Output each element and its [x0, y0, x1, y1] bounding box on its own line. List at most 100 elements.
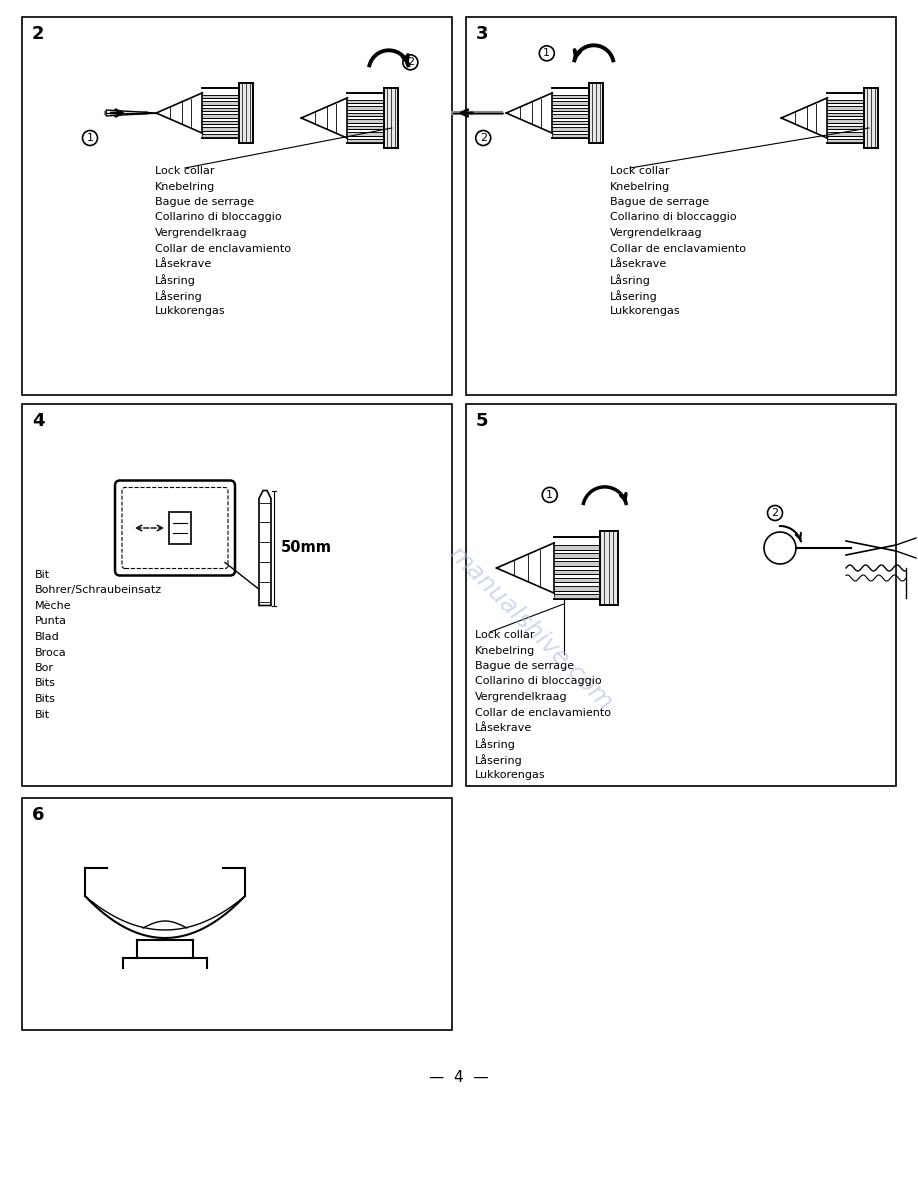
Bar — [239, 83, 253, 143]
Text: Bits: Bits — [35, 678, 56, 689]
Bar — [22, 17, 452, 394]
Text: Lukkorengas: Lukkorengas — [475, 770, 545, 779]
Text: Lock collar: Lock collar — [155, 166, 215, 176]
Bar — [202, 127, 239, 131]
Text: Låsring: Låsring — [155, 274, 196, 286]
Text: 3: 3 — [476, 25, 488, 43]
Bar — [22, 404, 452, 786]
Text: 1: 1 — [86, 133, 94, 143]
Bar — [202, 108, 239, 112]
Bar — [22, 798, 452, 1030]
Bar — [553, 134, 588, 138]
Text: Collarino di bloccaggio: Collarino di bloccaggio — [475, 676, 601, 687]
Bar — [169, 512, 191, 544]
Text: Bit: Bit — [35, 709, 50, 720]
Bar — [827, 113, 864, 116]
Text: 6: 6 — [32, 805, 44, 824]
Bar — [553, 101, 588, 105]
Text: Collarino di bloccaggio: Collarino di bloccaggio — [155, 213, 282, 222]
FancyBboxPatch shape — [115, 480, 235, 575]
Text: Lock collar: Lock collar — [610, 166, 669, 176]
Text: Knebelring: Knebelring — [475, 645, 535, 656]
Bar — [827, 100, 864, 103]
Text: Knebelring: Knebelring — [610, 182, 670, 191]
Text: Låsering: Låsering — [475, 754, 522, 766]
Text: 50mm: 50mm — [281, 541, 332, 556]
Bar — [599, 531, 618, 605]
Bar — [347, 126, 384, 129]
Bar — [347, 106, 384, 109]
Text: Knebelring: Knebelring — [155, 182, 215, 191]
Text: Lukkorengas: Lukkorengas — [155, 305, 226, 316]
Text: Collar de enclavamiento: Collar de enclavamiento — [475, 708, 611, 718]
Bar — [553, 127, 588, 131]
Bar — [827, 119, 864, 122]
Text: Lukkorengas: Lukkorengas — [610, 305, 680, 316]
Text: 2: 2 — [479, 133, 487, 143]
Bar — [553, 108, 588, 112]
Bar — [202, 95, 239, 99]
Text: Bohrer/Schraubeinsatz: Bohrer/Schraubeinsatz — [35, 586, 162, 595]
Bar — [202, 134, 239, 138]
Text: Bague de serrage: Bague de serrage — [155, 197, 254, 207]
Text: Låsring: Låsring — [610, 274, 651, 286]
Bar — [827, 106, 864, 109]
FancyBboxPatch shape — [122, 487, 228, 569]
Bar — [554, 569, 599, 574]
Text: Punta: Punta — [35, 617, 67, 626]
Text: Vergrendelkraag: Vergrendelkraag — [610, 228, 702, 238]
Bar — [347, 139, 384, 143]
Text: —  4  —: — 4 — — [430, 1070, 488, 1086]
Bar — [827, 139, 864, 143]
Bar — [202, 101, 239, 105]
Text: manualshive.com: manualshive.com — [443, 542, 617, 715]
Text: Vergrendelkraag: Vergrendelkraag — [155, 228, 248, 238]
Text: Låsring: Låsring — [475, 739, 516, 751]
Text: Låsekrave: Låsekrave — [155, 259, 212, 268]
Text: Låsekrave: Låsekrave — [610, 259, 667, 268]
Bar — [553, 95, 588, 99]
Bar — [347, 100, 384, 103]
Text: 1: 1 — [543, 49, 550, 58]
Text: Bit: Bit — [35, 570, 50, 580]
Bar — [466, 17, 896, 394]
Bar — [554, 554, 599, 557]
Bar — [554, 594, 599, 599]
Bar — [347, 132, 384, 137]
Text: Collarino di bloccaggio: Collarino di bloccaggio — [610, 213, 736, 222]
Text: Lock collar: Lock collar — [475, 630, 534, 640]
Text: Låsering: Låsering — [155, 290, 203, 302]
Text: 4: 4 — [32, 412, 44, 430]
Bar — [384, 88, 398, 147]
Text: Låsekrave: Låsekrave — [475, 723, 532, 733]
Polygon shape — [259, 491, 271, 606]
Text: Collar de enclavamiento: Collar de enclavamiento — [155, 244, 291, 253]
Text: Blad: Blad — [35, 632, 60, 642]
Text: Bor: Bor — [35, 663, 54, 672]
Bar — [554, 562, 599, 565]
Bar — [202, 114, 239, 118]
Bar — [864, 88, 879, 147]
Bar — [588, 83, 603, 143]
Text: Bits: Bits — [35, 694, 56, 704]
Text: 2: 2 — [32, 25, 44, 43]
Text: 5: 5 — [476, 412, 488, 430]
Bar — [554, 586, 599, 590]
Text: 2: 2 — [771, 508, 778, 518]
Bar — [827, 126, 864, 129]
Bar — [553, 114, 588, 118]
Text: Bague de serrage: Bague de serrage — [610, 197, 709, 207]
Text: Låsering: Låsering — [610, 290, 658, 302]
Bar — [347, 119, 384, 122]
Text: Bague de serrage: Bague de serrage — [475, 661, 574, 671]
Text: Vergrendelkraag: Vergrendelkraag — [475, 691, 567, 702]
Text: Broca: Broca — [35, 647, 67, 657]
Bar — [466, 404, 896, 786]
Bar — [827, 132, 864, 137]
Polygon shape — [106, 110, 156, 116]
Bar — [202, 121, 239, 125]
Bar — [554, 577, 599, 582]
Text: 1: 1 — [546, 489, 554, 500]
Bar — [347, 113, 384, 116]
Text: Mèche: Mèche — [35, 601, 72, 611]
